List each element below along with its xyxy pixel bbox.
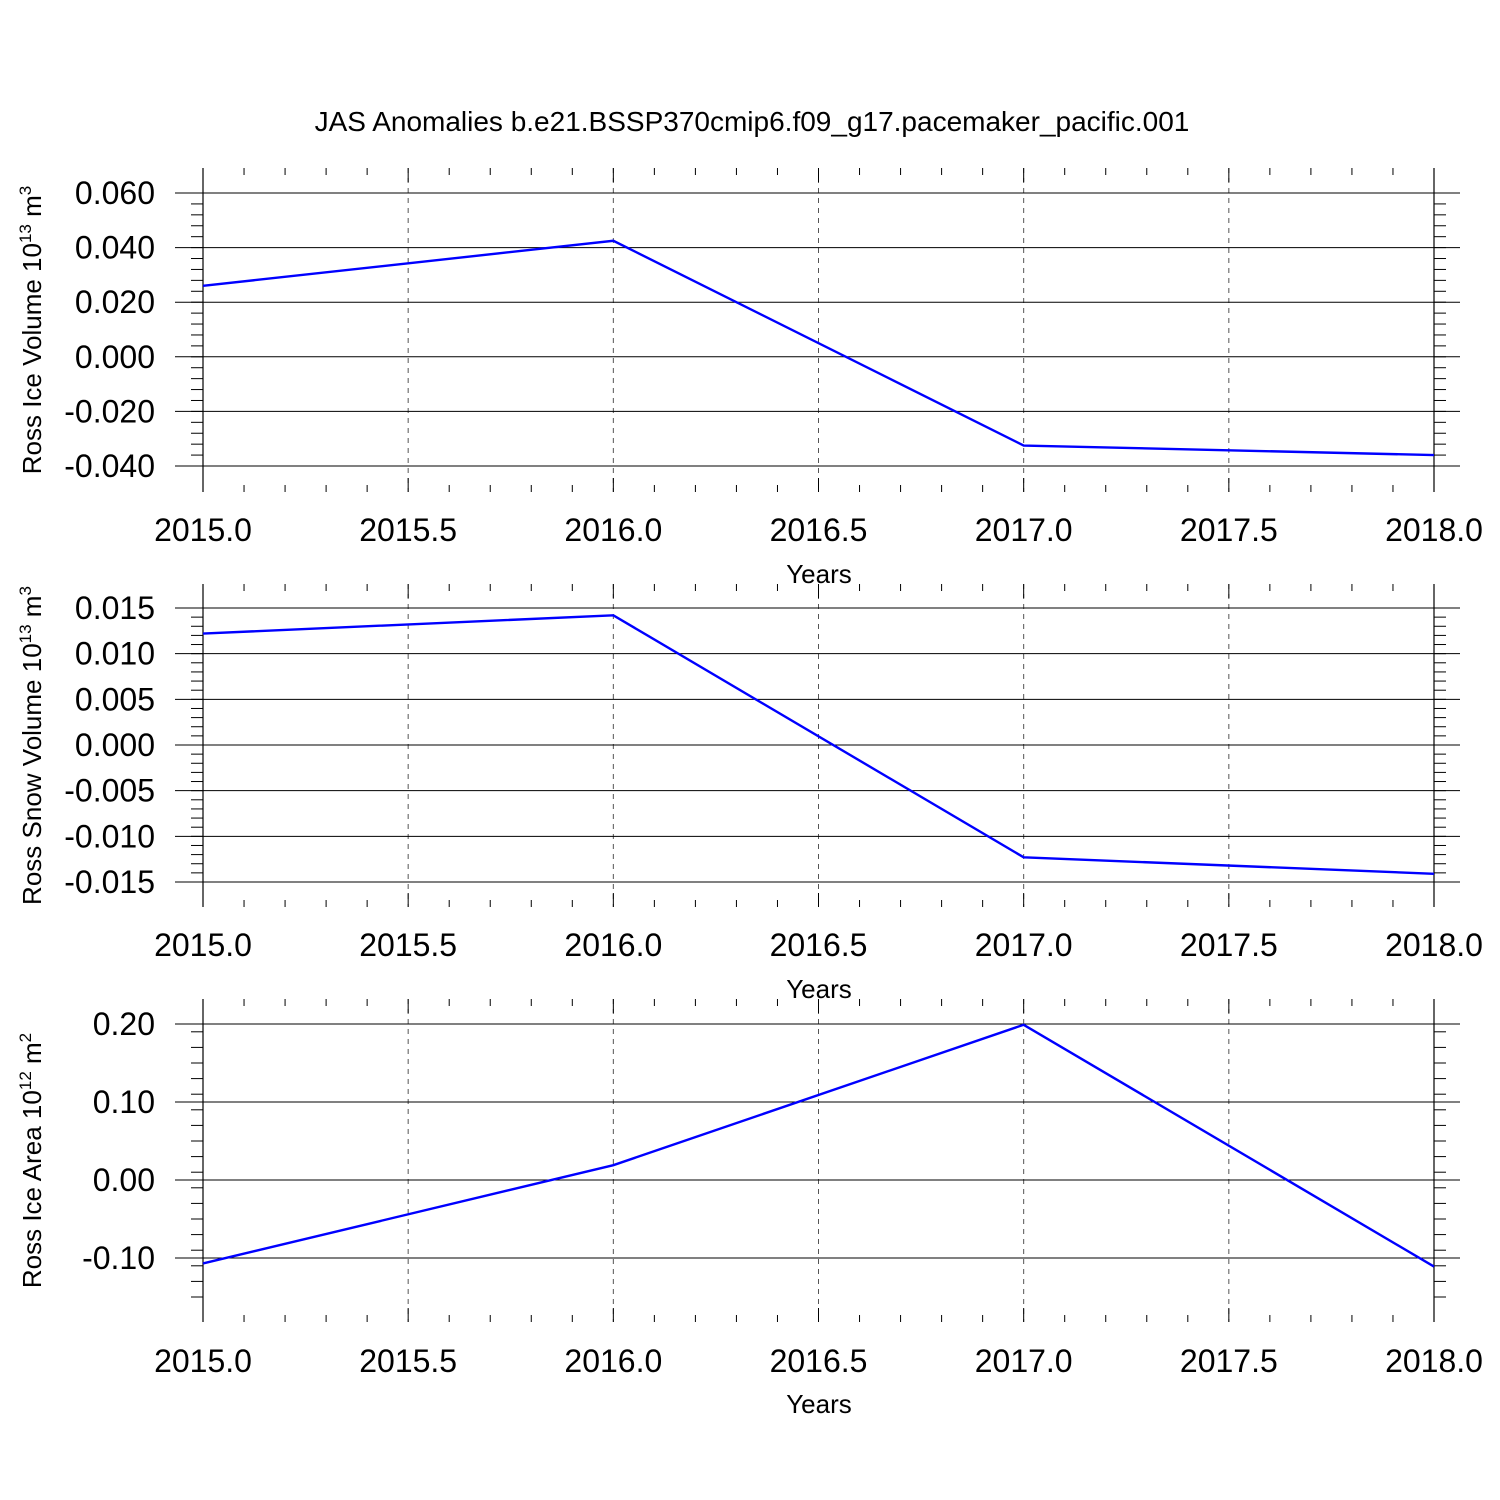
panels: 2015.0 2015.5 2016.0 2016.5 2017.0 2017.5 2018… [16,168,1483,1419]
y-tick-label: 0.000 [75,727,155,763]
y-tick-label: -0.10 [82,1240,155,1276]
y-tick-label: 0.060 [75,175,155,211]
panel-2: 2015.0 2015.5 2016.0 2016.5 2017.0 2017.5 2018… [16,584,1483,1004]
x-tick-label: 2016.5 [770,1343,868,1379]
x-tick-label: 2018.0 [1385,927,1483,963]
y-axis-title-exponent: 12 [16,1071,35,1090]
y-tick-label: 0.20 [93,1006,155,1042]
y-axis-title-exponent: 13 [16,624,35,643]
x-tick-label: 2015.0 [154,927,252,963]
x-tick-label: 2016.0 [564,1343,662,1379]
y-axis-title-unit: m [17,195,47,224]
y-tick-label: -0.010 [64,818,155,854]
y-tick-label: 0.020 [75,284,155,320]
y-axis-title-exponent: 13 [16,224,35,243]
x-tick-label: 2015.0 [154,512,252,548]
x-tick-label: 2017.0 [975,512,1073,548]
y-axis-title-text: Ross Snow Volume 10 [17,643,47,905]
x-tick-label: 2017.5 [1180,1343,1278,1379]
x-tick-label: 2016.5 [770,927,868,963]
y-tick-label: 0.005 [75,681,155,717]
x-tick-label: 2016.5 [770,512,868,548]
series-line [202,1023,1435,1268]
y-tick-label: 0.000 [75,339,155,375]
y-tick-label: -0.040 [64,448,155,484]
y-axis-title: Ross Ice Area 1012 m2 [16,1033,47,1288]
y-tick-label: 0.010 [75,636,155,672]
y-tick-label: 0.00 [93,1162,155,1198]
x-tick-label: 2015.5 [359,927,457,963]
y-axis-title: Ross Ice Volume 1013 m3 [16,186,47,475]
x-tick-label: 2017.5 [1180,512,1278,548]
series-line [202,239,1435,457]
y-tick-label: 0.040 [75,230,155,266]
x-tick-label: 2015.5 [359,1343,457,1379]
y-axis-title: Ross Snow Volume 1013 m3 [16,586,47,905]
x-tick-label: 2015.5 [359,512,457,548]
y-axis-title-text: Ross Ice Area 10 [17,1090,47,1288]
y-tick-label: 0.015 [75,590,155,626]
x-tick-label: 2016.0 [564,927,662,963]
panel-1: 2015.0 2015.5 2016.0 2016.5 2017.0 2017.5 2018… [16,168,1483,589]
y-tick-label: 0.10 [93,1084,155,1120]
y-axis-title-unit-exponent: 3 [16,186,35,195]
y-axis-title-unit-exponent: 2 [16,1033,35,1042]
figure-title: JAS Anomalies b.e21.BSSP370cmip6.f09_g17… [315,106,1190,137]
y-axis-title-text: Ross Ice Volume 10 [17,243,47,474]
y-tick-label: -0.015 [64,864,155,900]
x-tick-label: 2017.5 [1180,927,1278,963]
panel-3: 2015.0 2015.5 2016.0 2016.5 2017.0 2017.5 2018… [16,999,1483,1419]
x-tick-label: 2018.0 [1385,1343,1483,1379]
x-tick-label: 2017.0 [975,927,1073,963]
x-tick-label: 2016.0 [564,512,662,548]
y-tick-label: -0.020 [64,393,155,429]
y-axis-title-unit-exponent: 3 [16,586,35,595]
series-line [202,614,1435,875]
x-tick-label: 2015.0 [154,1343,252,1379]
y-tick-label: -0.005 [64,773,155,809]
x-tick-label: 2018.0 [1385,512,1483,548]
x-tick-label: 2017.0 [975,1343,1073,1379]
x-axis-title: Years [786,1389,852,1419]
y-axis-title-unit: m [17,1042,47,1071]
y-axis-title-unit: m [17,596,47,625]
